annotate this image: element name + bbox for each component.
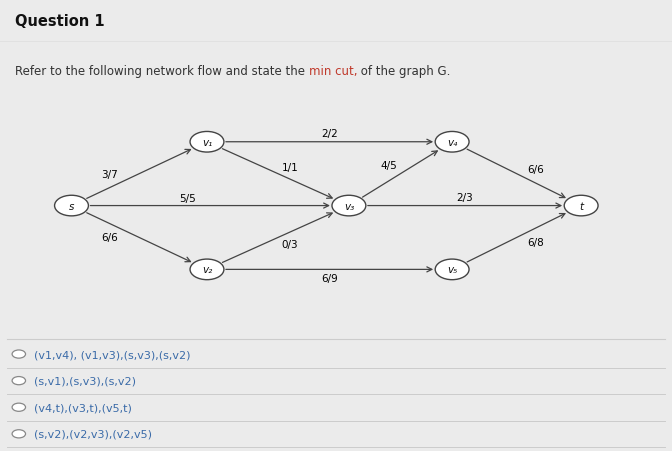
Text: (v4,t),(v3,t),(v5,t): (v4,t),(v3,t),(v5,t) <box>34 402 132 412</box>
Text: Question 1: Question 1 <box>15 14 104 29</box>
Text: 4/5: 4/5 <box>380 161 396 171</box>
Text: 0/3: 0/3 <box>282 239 298 249</box>
Text: 6/9: 6/9 <box>321 274 338 284</box>
Circle shape <box>564 196 598 216</box>
Text: 5/5: 5/5 <box>179 194 196 204</box>
Text: of the graph G.: of the graph G. <box>357 65 450 78</box>
Text: 6/6: 6/6 <box>101 233 118 243</box>
Text: min cut,: min cut, <box>308 65 357 78</box>
Text: 2/2: 2/2 <box>321 129 338 138</box>
Circle shape <box>435 132 469 153</box>
Text: s: s <box>69 201 74 211</box>
Text: (s,v1),(s,v3),(s,v2): (s,v1),(s,v3),(s,v2) <box>34 376 136 386</box>
Text: (s,v2),(v2,v3),(v2,v5): (s,v2),(v2,v3),(v2,v5) <box>34 429 152 439</box>
Text: v₅: v₅ <box>447 265 457 275</box>
Circle shape <box>190 259 224 280</box>
Text: Refer to the following network flow and state the: Refer to the following network flow and … <box>15 65 308 78</box>
Circle shape <box>12 430 26 438</box>
Text: 2/3: 2/3 <box>457 193 473 203</box>
Circle shape <box>435 259 469 280</box>
Text: t: t <box>579 201 583 211</box>
Text: v₃: v₃ <box>344 201 354 211</box>
Circle shape <box>190 132 224 153</box>
Circle shape <box>332 196 366 216</box>
Text: 6/6: 6/6 <box>527 164 544 175</box>
Text: v₂: v₂ <box>202 265 212 275</box>
Circle shape <box>12 403 26 411</box>
Text: 1/1: 1/1 <box>282 163 298 173</box>
Circle shape <box>12 350 26 359</box>
Text: 3/7: 3/7 <box>101 170 118 179</box>
Circle shape <box>54 196 89 216</box>
Text: v₁: v₁ <box>202 138 212 147</box>
Text: 6/8: 6/8 <box>527 238 544 248</box>
Text: (v1,v4), (v1,v3),(s,v3),(s,v2): (v1,v4), (v1,v3),(s,v3),(s,v2) <box>34 349 190 359</box>
Circle shape <box>12 377 26 385</box>
Text: v₄: v₄ <box>447 138 457 147</box>
